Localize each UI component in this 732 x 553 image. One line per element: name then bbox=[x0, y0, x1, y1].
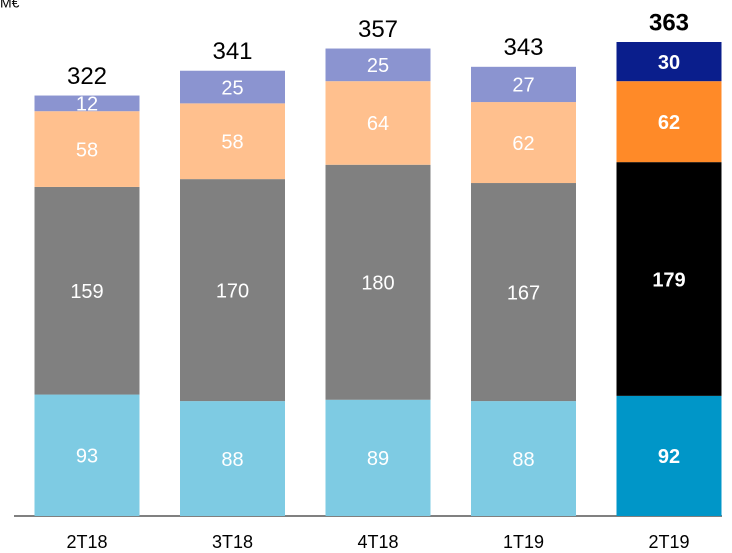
segment-label: 159 bbox=[70, 281, 103, 303]
segment-label: 93 bbox=[76, 446, 98, 468]
bar-segment bbox=[325, 164, 431, 400]
bar-segment bbox=[616, 395, 722, 516]
segment-label: 88 bbox=[221, 449, 243, 471]
unit-label: M€ bbox=[0, 0, 20, 11]
segment-label: 58 bbox=[221, 132, 243, 154]
segment-label: 62 bbox=[658, 112, 680, 134]
bar-segment bbox=[180, 70, 285, 104]
segment-label: 180 bbox=[361, 273, 394, 295]
segment-label: 88 bbox=[512, 449, 534, 471]
bar-segment bbox=[616, 42, 722, 82]
bar-segment bbox=[34, 95, 140, 112]
segment-label: 170 bbox=[216, 280, 249, 302]
bar-segment bbox=[471, 183, 576, 402]
bar-segment bbox=[471, 66, 576, 103]
bar-segment bbox=[616, 162, 722, 396]
x-tick-label: 3T18 bbox=[212, 532, 253, 552]
bar-segment bbox=[325, 399, 431, 516]
x-tick-label: 2T18 bbox=[66, 532, 107, 552]
segment-label: 58 bbox=[76, 139, 98, 161]
total-label: 341 bbox=[212, 38, 252, 65]
total-label: 357 bbox=[358, 16, 398, 43]
bar-segment bbox=[34, 186, 140, 395]
bar-segment bbox=[180, 401, 285, 516]
segment-label: 27 bbox=[512, 75, 534, 97]
segment-label: 179 bbox=[652, 269, 685, 291]
bar-segment bbox=[34, 394, 140, 516]
bar-segment bbox=[34, 111, 140, 187]
total-label: 363 bbox=[649, 9, 689, 36]
bar-segment bbox=[471, 401, 576, 516]
total-label: 343 bbox=[503, 34, 543, 61]
segment-label: 92 bbox=[658, 446, 680, 468]
segment-label: 64 bbox=[367, 113, 389, 135]
segment-label: 89 bbox=[367, 448, 389, 470]
bar-segment bbox=[325, 48, 431, 82]
bar-segment bbox=[180, 179, 285, 402]
segment-label: 167 bbox=[507, 282, 540, 304]
segment-label: 25 bbox=[221, 77, 243, 99]
bar-segment bbox=[180, 103, 285, 180]
x-tick-label: 2T19 bbox=[648, 532, 689, 552]
x-tick-label: 1T19 bbox=[503, 532, 544, 552]
bar-segment bbox=[471, 102, 576, 184]
segment-label: 12 bbox=[76, 94, 98, 116]
segment-label: 30 bbox=[658, 52, 680, 74]
x-tick-label: 4T18 bbox=[357, 532, 398, 552]
total-label: 322 bbox=[67, 63, 107, 90]
bar-segment bbox=[616, 81, 722, 163]
segment-label: 62 bbox=[512, 133, 534, 155]
segment-label: 25 bbox=[367, 55, 389, 77]
bar-segment bbox=[325, 81, 431, 165]
